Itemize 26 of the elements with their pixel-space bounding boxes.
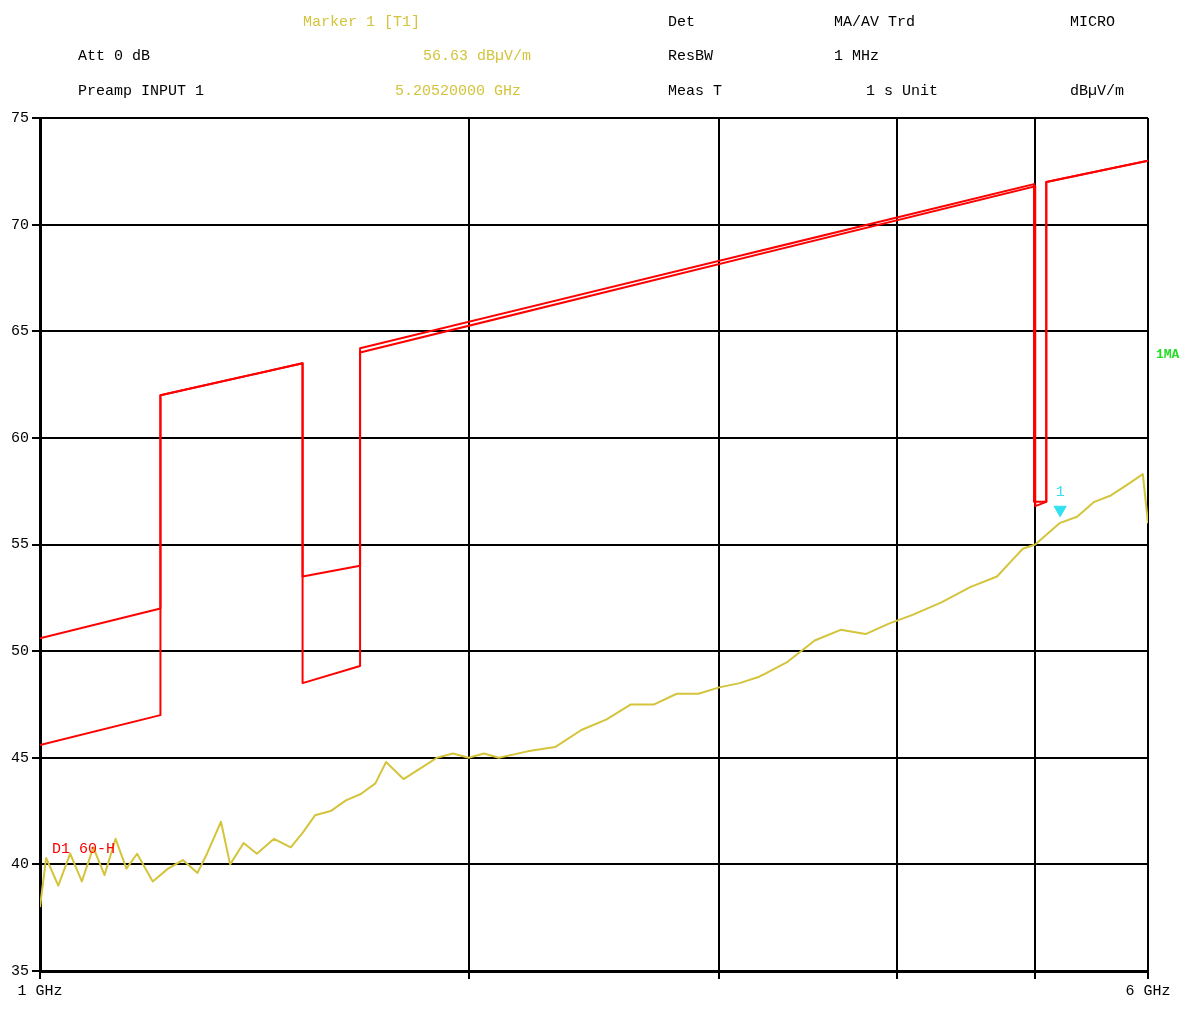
text: MA/AV Trd xyxy=(834,14,916,31)
y-tick-label: 60 xyxy=(10,429,29,447)
y-tick-label: 50 xyxy=(10,643,29,661)
y-tick-label: 75 xyxy=(10,109,29,127)
text: Meas T xyxy=(668,83,723,100)
text: 5.20520000 GHz xyxy=(395,83,522,100)
text: 1MA xyxy=(1156,347,1180,362)
y-tick-label: 40 xyxy=(10,856,29,874)
text: Marker 1 [T1] xyxy=(303,14,421,31)
y-tick-label: 55 xyxy=(10,536,29,554)
text: 56.63 dBµV/m xyxy=(423,48,532,65)
y-tick-label: 70 xyxy=(10,216,29,234)
text: Det xyxy=(668,14,696,31)
y-tick-label: 35 xyxy=(10,962,29,980)
y-tick-label: 45 xyxy=(10,749,29,767)
text: MICRO xyxy=(1070,14,1116,31)
text: Preamp INPUT 1 xyxy=(78,83,205,100)
text: ResBW xyxy=(668,48,714,65)
text: Att 0 dB xyxy=(78,48,151,65)
y-tick-label: 65 xyxy=(10,323,29,341)
x-tick-label: 1 GHz xyxy=(17,982,63,1000)
text: 1 s Unit xyxy=(866,83,939,100)
x-tick-label: 6 GHz xyxy=(1125,982,1171,1000)
annotation: 1 xyxy=(1055,483,1065,501)
text: 1 MHz xyxy=(834,48,880,65)
text: dBµV/m xyxy=(1070,83,1125,100)
